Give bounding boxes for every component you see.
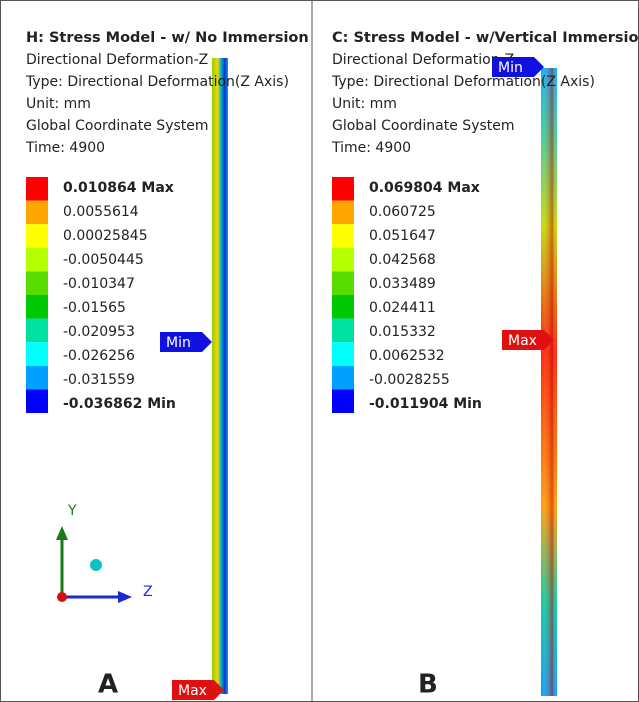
legend-label: -0.036862 Min bbox=[63, 396, 176, 412]
tag-label: Min bbox=[166, 335, 191, 351]
info-line: Time: 4900 bbox=[331, 140, 411, 156]
beam bbox=[212, 58, 228, 694]
info-line: Time: 4900 bbox=[25, 140, 105, 156]
legend-band bbox=[332, 224, 354, 248]
legend-band bbox=[332, 319, 354, 343]
legend-band bbox=[26, 295, 48, 319]
legend-label: 0.060725 bbox=[369, 204, 436, 220]
legend-band bbox=[332, 248, 354, 272]
legend-label: 0.015332 bbox=[369, 324, 436, 340]
legend-label: 0.051647 bbox=[369, 228, 436, 244]
triad: Y Z bbox=[56, 503, 153, 603]
legend-band bbox=[332, 389, 354, 413]
legend-band bbox=[26, 342, 48, 366]
legend-label: 0.033489 bbox=[369, 276, 436, 292]
info-line: Global Coordinate System bbox=[332, 118, 515, 134]
legend-band bbox=[26, 319, 48, 343]
legend-band bbox=[332, 366, 354, 390]
legend-label: 0.024411 bbox=[369, 300, 436, 316]
legend-label: -0.0050445 bbox=[63, 252, 144, 268]
screenshot: Y Z H: Stress Model - w/ No Immersion Dir… bbox=[0, 0, 639, 702]
tag-label: Min bbox=[498, 60, 523, 76]
panel-letter: A bbox=[98, 670, 118, 700]
axis-label: Y bbox=[67, 503, 77, 519]
legend-label: 0.0062532 bbox=[369, 348, 445, 364]
legend-band bbox=[332, 201, 354, 225]
info-line: Type: Directional Deformation(Z Axis) bbox=[331, 74, 595, 90]
info-line: Type: Directional Deformation(Z Axis) bbox=[25, 74, 289, 90]
legend-band bbox=[26, 389, 48, 413]
beam-shade bbox=[541, 68, 557, 696]
legend-band bbox=[26, 271, 48, 295]
legend-label: 0.0055614 bbox=[63, 204, 139, 220]
legend-label: -0.011904 Min bbox=[369, 396, 482, 412]
legend-band bbox=[332, 295, 354, 319]
panel-title: C: Stress Model - w/Vertical Immersion bbox=[332, 30, 639, 46]
info-line: Unit: mm bbox=[26, 96, 91, 112]
info-line: Directional Deformation-Z bbox=[332, 52, 514, 68]
legend-band bbox=[26, 366, 48, 390]
legend-band bbox=[26, 177, 48, 201]
tag-label: Max bbox=[508, 333, 537, 349]
panel-letter: B bbox=[418, 670, 438, 700]
legend-label: 0.042568 bbox=[369, 252, 436, 268]
legend-label: -0.0028255 bbox=[369, 372, 450, 388]
legend-band bbox=[26, 224, 48, 248]
info-line: Unit: mm bbox=[332, 96, 397, 112]
info-line: Directional Deformation-Z bbox=[26, 52, 208, 68]
info-line: Global Coordinate System bbox=[26, 118, 209, 134]
legend-label: 0.010864 Max bbox=[63, 180, 174, 196]
legend-label: -0.026256 bbox=[63, 348, 135, 364]
legend-band bbox=[332, 177, 354, 201]
legend-band bbox=[332, 342, 354, 366]
legend-label: -0.010347 bbox=[63, 276, 135, 292]
legend-band bbox=[26, 201, 48, 225]
legend-label: -0.031559 bbox=[63, 372, 135, 388]
axis-label: Z bbox=[143, 584, 153, 600]
legend-band bbox=[26, 248, 48, 272]
legend-label: -0.01565 bbox=[63, 300, 126, 316]
legend-label: 0.069804 Max bbox=[369, 180, 480, 196]
legend-band bbox=[332, 271, 354, 295]
legend-label: -0.020953 bbox=[63, 324, 135, 340]
tag-label: Max bbox=[178, 683, 207, 699]
panel-title: H: Stress Model - w/ No Immersion bbox=[26, 30, 309, 46]
legend-label: 0.00025845 bbox=[63, 228, 148, 244]
